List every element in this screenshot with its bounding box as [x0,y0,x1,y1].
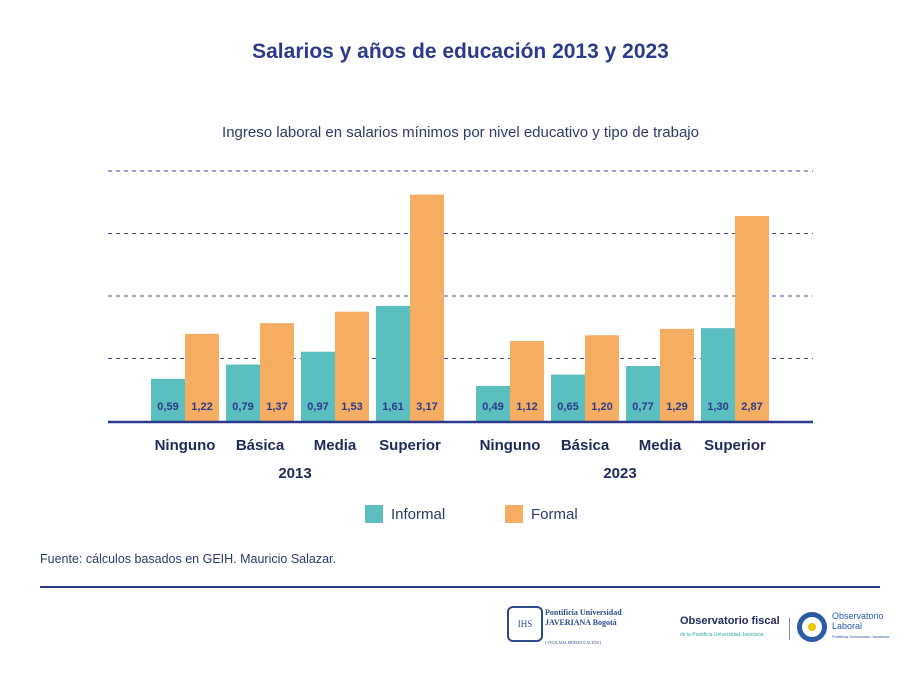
legend-informal: Informal [365,505,445,523]
chart-subtitle: Ingreso laboral en salarios mínimos por … [222,124,699,141]
bar-formal [260,323,294,421]
data-label: 0,97 [307,401,328,413]
logo-divider [789,618,790,640]
data-label: 1,61 [382,401,403,413]
bar-formal [410,194,444,421]
data-label: 0,79 [232,401,253,413]
bar-informal [476,386,510,421]
year-label: 2023 [603,465,636,482]
legend-label: Informal [391,505,446,523]
obs-laboral-icon [797,612,827,642]
data-label: 1,12 [516,401,537,413]
category-label: Superior [379,437,441,454]
bar-formal [185,333,219,421]
category-label: Media [639,437,682,454]
data-label: 1,30 [707,401,728,413]
data-label: 1,37 [266,401,287,413]
data-label: 0,59 [157,401,178,413]
bar-formal [660,328,694,421]
bar-chart: 0,59 1,22 Ninguno 0,79 1,37 Básica 0,97 1,53 Med… [108,170,813,482]
chart-title: Salarios y años de educación 2013 y 2023 [252,40,669,63]
data-label: 1,53 [341,401,362,413]
data-label: 0,77 [632,401,653,413]
legend-label: Formal [531,505,578,523]
obs-laboral-text: Observatorio Laboral [832,611,884,631]
bar-formal [735,216,769,421]
javeriana-tag: [ VIGILADA MINEDUCACIÓN ] [545,640,602,645]
bar-informal [551,374,585,421]
bar-informal [151,378,185,421]
bar-formal [510,341,544,421]
category-label: Ninguno [480,437,541,454]
legend-formal: Formal [505,505,578,523]
data-label: 2,87 [741,401,762,413]
obs-fiscal-logo: Observatorio fiscal [680,615,780,627]
bar-formal [335,311,369,421]
category-label: Básica [561,437,610,454]
data-label: 1,22 [191,401,212,413]
bar-informal [701,328,735,421]
javeriana-logo-text: Pontificia Universidad JAVERIANA Bogotá [545,608,622,627]
bar-formal [585,335,619,421]
data-label: 3,17 [416,401,437,413]
legend-swatch-informal [365,505,383,523]
obs-laboral-sub: Pontificia Universidad Javeriana [832,634,889,639]
data-label: 1,29 [666,401,687,413]
bar-informal [301,351,335,421]
obs-fiscal-sub: de la Pontificia Universidad Javeriana [680,632,764,638]
bar-informal [626,366,660,421]
category-label: Superior [704,437,766,454]
source-note: Fuente: cálculos basados en GEIH. Mauric… [40,552,336,566]
category-label: Básica [236,437,285,454]
bar-informal [376,306,410,421]
data-label: 0,65 [557,401,578,413]
category-label: Media [314,437,357,454]
category-label: Ninguno [155,437,216,454]
year-label: 2013 [278,465,311,482]
divider [40,586,880,588]
bar-informal [226,364,260,421]
legend-swatch-formal [505,505,523,523]
data-label: 1,20 [591,401,612,413]
data-label: 0,49 [482,401,503,413]
